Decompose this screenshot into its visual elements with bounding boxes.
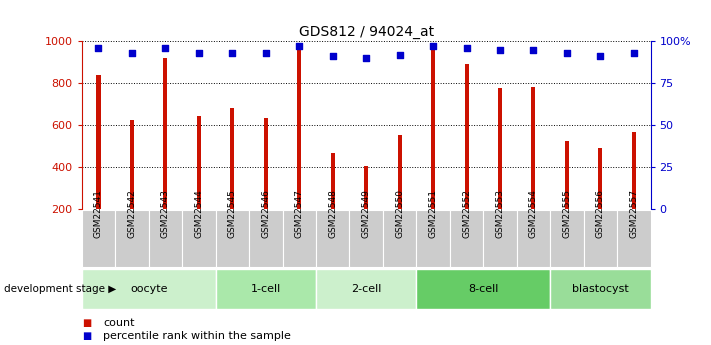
- Bar: [364, 166, 368, 209]
- Bar: [584, 210, 617, 267]
- Bar: [249, 210, 282, 267]
- Bar: [264, 118, 268, 209]
- Bar: [331, 153, 335, 209]
- Bar: [617, 210, 651, 267]
- Point: [394, 52, 405, 58]
- Text: GSM22555: GSM22555: [562, 189, 572, 238]
- Bar: [130, 120, 134, 209]
- Bar: [230, 108, 235, 209]
- Point: [327, 54, 338, 59]
- Point: [427, 44, 439, 49]
- Bar: [632, 132, 636, 209]
- Bar: [316, 210, 349, 267]
- Bar: [115, 210, 149, 267]
- Bar: [383, 210, 417, 267]
- Text: 2-cell: 2-cell: [351, 284, 381, 294]
- Bar: [297, 50, 301, 209]
- Point: [227, 50, 238, 56]
- Bar: [82, 210, 115, 267]
- Text: count: count: [103, 318, 134, 327]
- Text: GSM22550: GSM22550: [395, 189, 404, 238]
- Point: [260, 50, 272, 56]
- Bar: [464, 65, 469, 209]
- Bar: [565, 141, 569, 209]
- Bar: [483, 210, 517, 267]
- Text: ■: ■: [82, 332, 91, 341]
- Point: [628, 50, 639, 56]
- Text: blastocyst: blastocyst: [572, 284, 629, 294]
- Bar: [82, 269, 215, 309]
- Bar: [531, 87, 535, 209]
- Point: [494, 47, 506, 52]
- Text: percentile rank within the sample: percentile rank within the sample: [103, 332, 291, 341]
- Bar: [316, 269, 417, 309]
- Text: GSM22553: GSM22553: [496, 189, 505, 238]
- Bar: [349, 210, 383, 267]
- Bar: [417, 210, 450, 267]
- Text: GSM22541: GSM22541: [94, 189, 103, 238]
- Text: GSM22542: GSM22542: [127, 189, 137, 238]
- Text: development stage ▶: development stage ▶: [4, 284, 116, 294]
- Bar: [550, 269, 651, 309]
- Bar: [197, 116, 201, 209]
- Text: GSM22546: GSM22546: [261, 189, 270, 238]
- Point: [528, 47, 539, 52]
- Point: [561, 50, 572, 56]
- Text: GSM22551: GSM22551: [429, 189, 437, 238]
- Bar: [215, 269, 316, 309]
- Bar: [498, 88, 502, 209]
- Text: GSM22543: GSM22543: [161, 189, 170, 238]
- Bar: [215, 210, 249, 267]
- Text: oocyte: oocyte: [130, 284, 167, 294]
- Point: [127, 50, 138, 56]
- Point: [193, 50, 205, 56]
- Text: GSM22544: GSM22544: [194, 189, 203, 238]
- Text: GSM22547: GSM22547: [295, 189, 304, 238]
- Bar: [431, 50, 435, 209]
- Point: [594, 54, 606, 59]
- Title: GDS812 / 94024_at: GDS812 / 94024_at: [299, 25, 434, 39]
- Point: [461, 45, 472, 51]
- Text: GSM22549: GSM22549: [362, 189, 370, 238]
- Bar: [397, 135, 402, 209]
- Text: GSM22552: GSM22552: [462, 189, 471, 238]
- Bar: [450, 210, 483, 267]
- Bar: [550, 210, 584, 267]
- Bar: [97, 75, 100, 209]
- Text: GSM22548: GSM22548: [328, 189, 337, 238]
- Text: GSM22557: GSM22557: [629, 189, 638, 238]
- Bar: [282, 210, 316, 267]
- Text: GSM22556: GSM22556: [596, 189, 605, 238]
- Point: [160, 45, 171, 51]
- Text: 8-cell: 8-cell: [468, 284, 498, 294]
- Text: GSM22554: GSM22554: [529, 189, 538, 238]
- Point: [294, 44, 305, 49]
- Text: 1-cell: 1-cell: [251, 284, 281, 294]
- Bar: [182, 210, 215, 267]
- Point: [93, 45, 105, 51]
- Point: [360, 55, 372, 61]
- Text: GSM22545: GSM22545: [228, 189, 237, 238]
- Text: ■: ■: [82, 318, 91, 327]
- Bar: [149, 210, 182, 267]
- Bar: [417, 269, 550, 309]
- Bar: [517, 210, 550, 267]
- Bar: [599, 148, 602, 209]
- Bar: [164, 58, 167, 209]
